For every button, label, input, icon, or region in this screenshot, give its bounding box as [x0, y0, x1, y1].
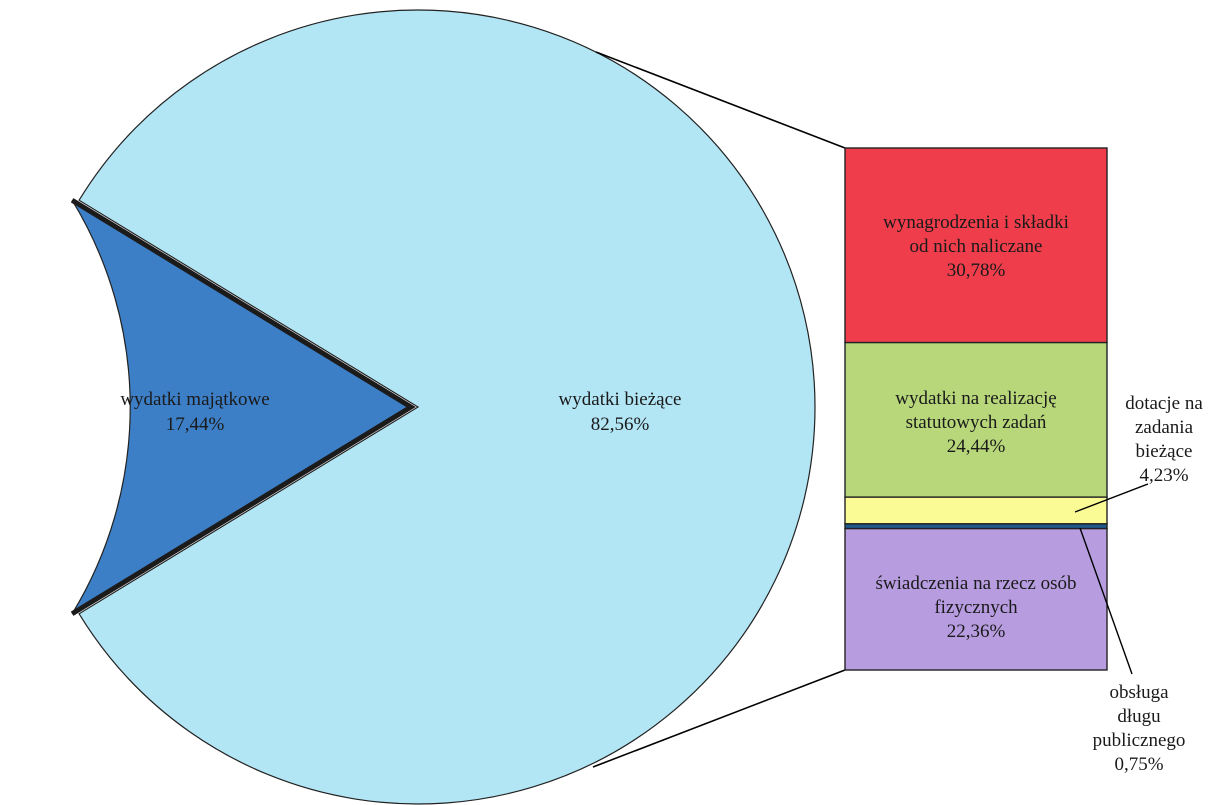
segment-label-dotacje-line3: bieżące — [1136, 441, 1193, 462]
segment-value-swiadczenia: 22,36% — [947, 621, 1006, 642]
segment-label-statutowe-line2: statutowych zadań — [906, 412, 1047, 433]
segment-label-obsluga-line1: obsługa — [1109, 682, 1169, 703]
segment-label-swiadczenia-line2: fizycznych — [934, 597, 1018, 618]
leader-line-obsluga — [1079, 527, 1133, 675]
bar-segment-3 — [844, 496, 1108, 525]
segment-value-statutowe: 24,44% — [947, 436, 1006, 457]
stacked-bar — [844, 147, 1108, 671]
segment-value-obsluga: 0,75% — [1114, 754, 1163, 775]
bar-segment-2 — [844, 341, 1108, 498]
pie-slice-wydatki-majatkowe — [71, 199, 413, 615]
pie-chart — [70, 9, 816, 805]
segment-value-dotacje: 4,23% — [1139, 465, 1188, 486]
connector-line-bottom — [592, 669, 846, 768]
segment-label-statutowe-line1: wydatki na realizację — [895, 388, 1056, 409]
bar-segment-5 — [844, 527, 1108, 671]
segment-label-dotacje-line1: dotacje na — [1125, 393, 1203, 414]
segment-label-obsluga-line3: publicznego — [1093, 730, 1186, 751]
slice-value-wydatki-majatkowe: 17,44% — [166, 414, 225, 435]
segment-label-dotacje-line2: zadania — [1135, 417, 1194, 438]
pie-slice-wydatki-biezace — [78, 9, 816, 805]
bar-segment-1 — [844, 147, 1108, 344]
slice-value-wydatki-biezace: 82,56% — [591, 414, 650, 435]
bar-segment-4 — [844, 523, 1108, 530]
segment-label-obsluga-line2: długu — [1117, 706, 1161, 727]
segment-label-wynagrodzenia-line1: wynagrodzenia i składki — [883, 212, 1069, 233]
segment-label-swiadczenia-line1: świadczenia na rzecz osób — [876, 573, 1077, 594]
leader-line-dotacje — [1074, 483, 1149, 513]
segment-value-wynagrodzenia: 30,78% — [947, 260, 1006, 281]
pie-slice-wydatki-majatkowe-shadow — [70, 198, 416, 616]
connector-line-top — [595, 51, 846, 149]
slice-label-wydatki-biezace: wydatki bieżące — [559, 389, 682, 410]
segment-label-wynagrodzenia-line2: od nich naliczane — [910, 236, 1043, 257]
slice-label-wydatki-majatkowe: wydatki majątkowe — [120, 389, 269, 410]
